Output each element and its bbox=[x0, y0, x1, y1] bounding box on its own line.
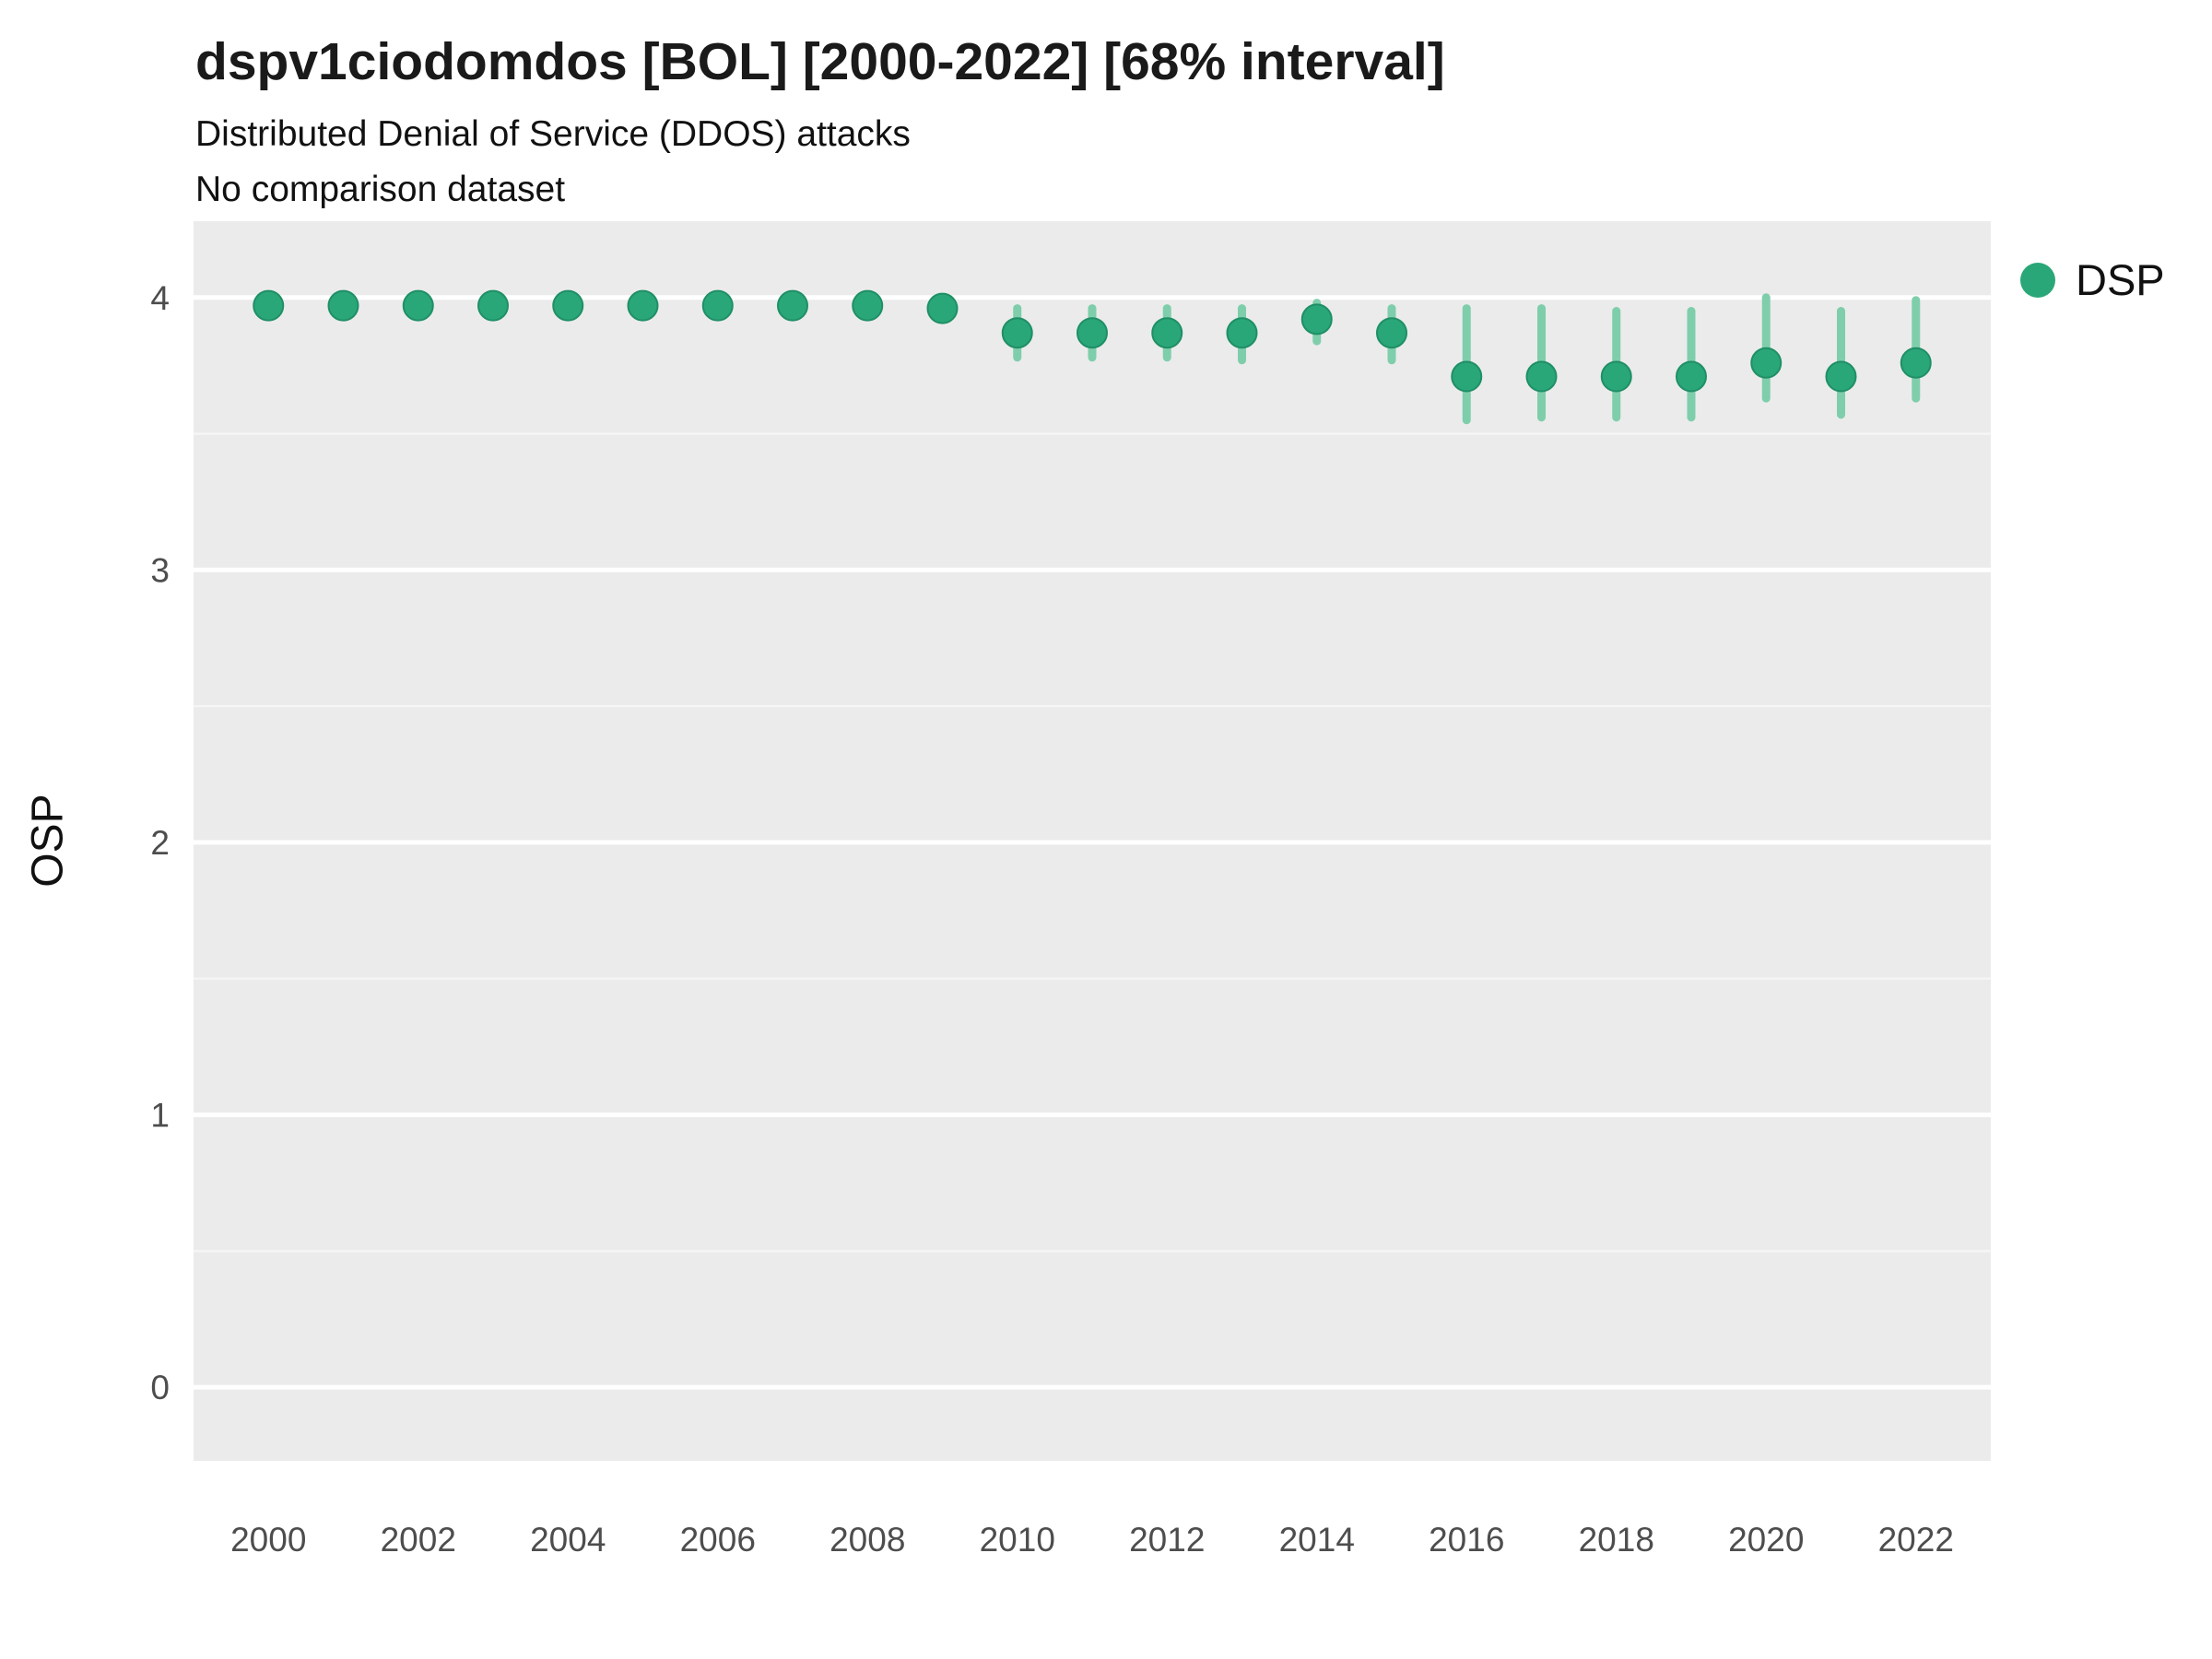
x-tick-label: 2022 bbox=[1878, 1521, 1954, 1559]
data-point bbox=[1676, 360, 1707, 393]
x-tick-label: 2012 bbox=[1129, 1521, 1205, 1559]
data-point bbox=[1151, 317, 1183, 349]
data-point bbox=[627, 289, 659, 322]
data-point bbox=[1750, 347, 1783, 379]
data-point bbox=[1001, 317, 1033, 349]
y-tick-label: 4 bbox=[150, 279, 170, 317]
x-tick-label: 2004 bbox=[530, 1521, 606, 1559]
data-point bbox=[777, 289, 808, 322]
data-point bbox=[1825, 360, 1857, 393]
x-tick-label: 2020 bbox=[1728, 1521, 1804, 1559]
data-point bbox=[1600, 360, 1632, 393]
data-point bbox=[926, 292, 959, 324]
chart-title: dspv1ciodomdos [BOL] [2000-2022] [68% in… bbox=[195, 32, 1445, 91]
data-point bbox=[1226, 317, 1258, 349]
legend-point-icon bbox=[2020, 262, 2055, 298]
x-tick-label: 2010 bbox=[980, 1521, 1055, 1559]
chart-subtitle: Distributed Denial of Service (DDOS) att… bbox=[195, 114, 911, 154]
x-tick-label: 2018 bbox=[1579, 1521, 1654, 1559]
legend: DSP bbox=[2020, 254, 2165, 305]
x-tick-label: 2006 bbox=[680, 1521, 756, 1559]
data-point bbox=[1525, 360, 1558, 393]
legend-label: DSP bbox=[2076, 255, 2165, 304]
chart-note: No comparison dataset bbox=[195, 170, 566, 210]
x-tick-label: 2000 bbox=[230, 1521, 306, 1559]
data-point bbox=[253, 289, 285, 322]
data-point bbox=[1376, 317, 1407, 349]
y-tick-label: 0 bbox=[150, 1369, 170, 1406]
y-tick-label: 3 bbox=[150, 551, 170, 589]
y-tick-label: 2 bbox=[150, 824, 170, 862]
data-point bbox=[552, 289, 584, 322]
data-point bbox=[1451, 360, 1483, 393]
data-point bbox=[1300, 303, 1333, 335]
data-point bbox=[1077, 317, 1108, 349]
data-point bbox=[477, 289, 509, 322]
x-tick-label: 2008 bbox=[830, 1521, 905, 1559]
x-tick-label: 2014 bbox=[1279, 1521, 1355, 1559]
data-point bbox=[402, 289, 434, 322]
x-tick-label: 2002 bbox=[381, 1521, 456, 1559]
data-point bbox=[327, 289, 359, 322]
data-point bbox=[701, 289, 734, 322]
chart-header: dspv1ciodomdos [BOL] [2000-2022] [68% in… bbox=[195, 31, 1445, 218]
data-point bbox=[1900, 347, 1932, 379]
data-point bbox=[852, 289, 884, 322]
x-tick-label: 2016 bbox=[1429, 1521, 1504, 1559]
y-tick-label: 1 bbox=[150, 1097, 170, 1135]
